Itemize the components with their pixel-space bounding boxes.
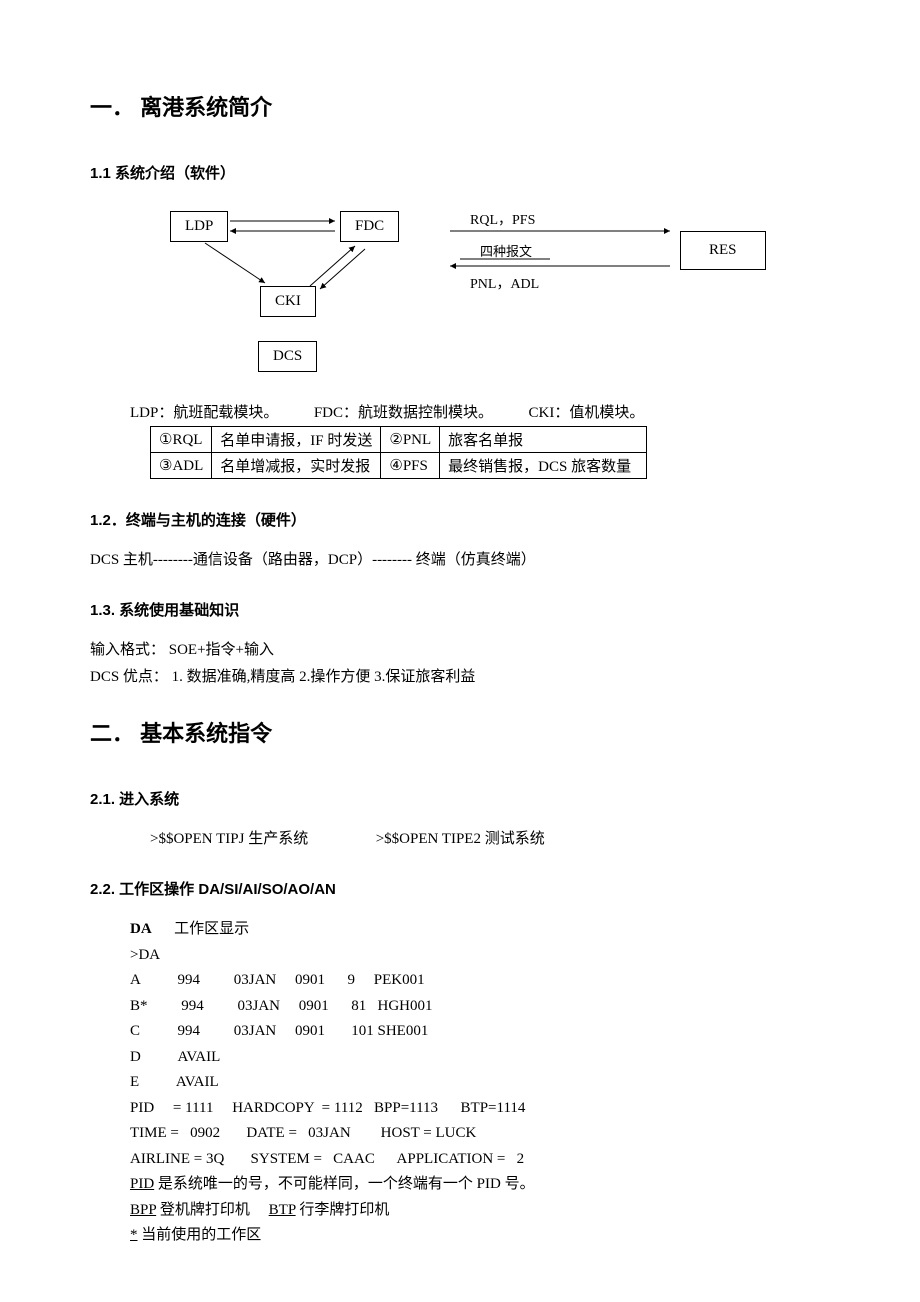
- da-pid: PID = 1111 HARDCOPY = 1112 BPP=1113 BTP=…: [130, 1096, 830, 1122]
- da-row: D AVAIL: [130, 1045, 830, 1071]
- label-pnl-adl: PNL，ADL: [470, 273, 539, 293]
- section2-2-heading: 2.2. 工作区操作 DA/SI/AI/SO/AO/AN: [90, 878, 830, 899]
- def-ldp: LDP：航班配载模块。: [130, 405, 278, 421]
- table-row: ③ADL 名单增减报，实时发报 ④PFS 最终销售报，DCS 旅客数量: [151, 453, 647, 479]
- da-output-block: DA 工作区显示 >DA A 994 03JAN 0901 9 PEK001 B…: [130, 917, 830, 1249]
- label-four-msg: 四种报文: [480, 241, 532, 260]
- message-table: ①RQL 名单申请报，IF 时发送 ②PNL 旅客名单报 ③ADL 名单增减报，…: [150, 426, 647, 479]
- node-cki: CKI: [260, 286, 316, 317]
- cell: ③ADL: [151, 453, 212, 479]
- label-rql-pfs: RQL，PFS: [470, 209, 535, 229]
- da-cmd: >DA: [130, 943, 830, 969]
- cell: 旅客名单报: [440, 427, 647, 453]
- open-commands: >$$OPEN TIPJ 生产系统 >$$OPEN TIPE2 测试系统: [150, 827, 830, 848]
- node-fdc: FDC: [340, 211, 399, 242]
- cell: 名单增减报，实时发报: [212, 453, 381, 479]
- cell: ②PNL: [381, 427, 440, 453]
- cell: 最终销售报，DCS 旅客数量: [440, 453, 647, 479]
- node-dcs: DCS: [258, 341, 317, 372]
- cell: ①RQL: [151, 427, 212, 453]
- da-row: A 994 03JAN 0901 9 PEK001: [130, 968, 830, 994]
- da-note-pid: PID 是系统唯一的号，不可能样同，一个终端有一个 PID 号。: [130, 1172, 830, 1198]
- da-row: E AVAIL: [130, 1070, 830, 1096]
- table-row: ①RQL 名单申请报，IF 时发送 ②PNL 旅客名单报: [151, 427, 647, 453]
- module-defs: LDP：航班配载模块。 FDC：航班数据控制模块。 CKI：值机模块。: [130, 401, 830, 422]
- section2-1-heading: 2.1. 进入系统: [90, 788, 830, 809]
- da-note-bpp-btp: BPP 登机牌打印机 BTP 行李牌打印机: [130, 1198, 830, 1224]
- cell: ④PFS: [381, 453, 440, 479]
- section1-3-heading: 1.3. 系统使用基础知识: [90, 599, 830, 620]
- da-note-star: * 当前使用的工作区: [130, 1223, 830, 1249]
- da-time: TIME = 0902 DATE = 03JAN HOST = LUCK: [130, 1121, 830, 1147]
- dcs-advantages: DCS 优点： 1. 数据准确,精度高 2.操作方便 3.保证旅客利益: [90, 665, 830, 686]
- open-tipe2: >$$OPEN TIPE2 测试系统: [376, 831, 545, 847]
- node-res: RES: [680, 231, 766, 270]
- section1-heading: 一． 离港系统简介: [90, 90, 830, 122]
- hardware-line: DCS 主机--------通信设备（路由器，DCP）-------- 终端（仿…: [90, 548, 830, 569]
- open-tipj: >$$OPEN TIPJ 生产系统: [150, 831, 308, 847]
- input-format: 输入格式： SOE+指令+输入: [90, 638, 830, 659]
- section1-1-heading: 1.1 系统介绍（软件）: [90, 162, 830, 183]
- node-ldp: LDP: [170, 211, 228, 242]
- cell: 名单申请报，IF 时发送: [212, 427, 381, 453]
- def-cki: CKI：值机模块。: [529, 405, 645, 421]
- section2-heading: 二． 基本系统指令: [90, 716, 830, 748]
- system-diagram: LDP FDC CKI DCS RES RQL，PFS 四种报文 PNL，ADL: [150, 201, 830, 381]
- da-row: C 994 03JAN 0901 101 SHE001: [130, 1019, 830, 1045]
- section1-2-heading: 1.2．终端与主机的连接（硬件）: [90, 509, 830, 530]
- da-title: DA 工作区显示: [130, 917, 830, 943]
- da-airline: AIRLINE = 3Q SYSTEM = CAAC APPLICATION =…: [130, 1147, 830, 1173]
- def-fdc: FDC：航班数据控制模块。: [314, 405, 493, 421]
- da-row: B* 994 03JAN 0901 81 HGH001: [130, 994, 830, 1020]
